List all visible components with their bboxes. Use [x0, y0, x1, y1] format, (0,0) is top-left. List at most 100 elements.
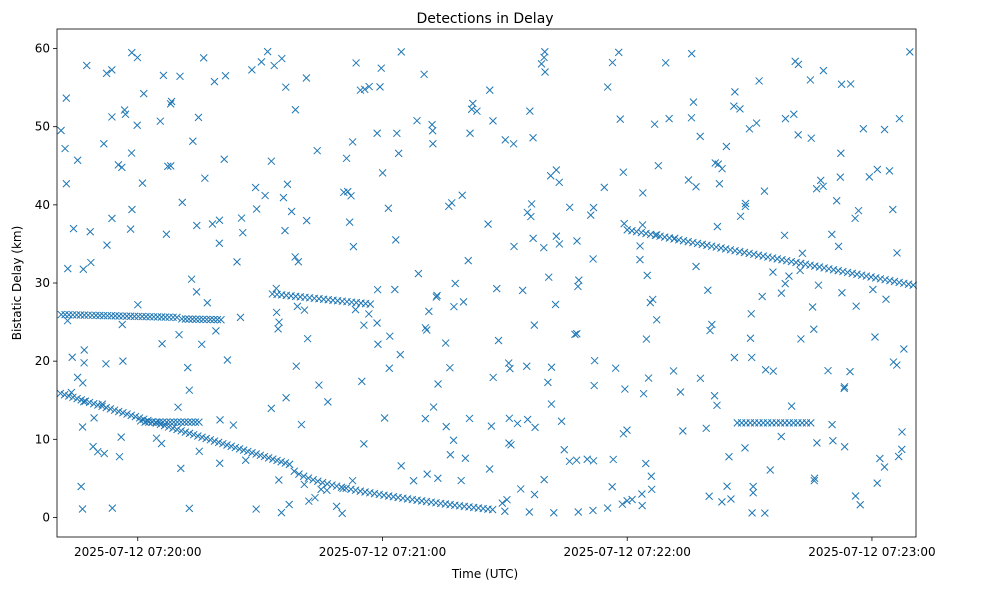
- scatter-point: [184, 418, 193, 426]
- scatter-point: [352, 59, 360, 67]
- scatter-point: [63, 316, 72, 325]
- scatter-point: [177, 315, 186, 323]
- scatter-point: [252, 450, 261, 458]
- scatter-point: [136, 417, 145, 425]
- scatter-point: [215, 216, 224, 225]
- scatter-point: [619, 429, 628, 438]
- scatter-point: [291, 105, 300, 114]
- scatter-point: [227, 442, 236, 451]
- scatter-point: [195, 315, 204, 324]
- scatter-point: [356, 487, 365, 495]
- scatter-point: [876, 274, 885, 283]
- scatter-point: [108, 214, 116, 223]
- y-tick-label: 30: [35, 276, 50, 290]
- scatter-point: [73, 394, 81, 403]
- scatter-point: [61, 310, 69, 319]
- scatter-point: [638, 189, 647, 197]
- scatter-point: [72, 311, 81, 319]
- scatter-point: [313, 477, 322, 486]
- scatter-point: [185, 429, 194, 438]
- y-tick-label: 20: [35, 354, 50, 368]
- scatter-point: [396, 350, 405, 359]
- scatter-point: [621, 385, 629, 393]
- scatter-point: [152, 434, 161, 443]
- scatter-point: [377, 64, 386, 73]
- scatter-point: [283, 180, 292, 189]
- scatter-point: [611, 364, 620, 373]
- scatter-point: [638, 221, 647, 229]
- scatter-point: [608, 58, 617, 67]
- scatter-point: [894, 452, 903, 461]
- scatter-point: [77, 482, 86, 491]
- scatter-point: [646, 298, 655, 307]
- scatter-point: [281, 226, 289, 235]
- scatter-point: [220, 155, 229, 164]
- scatter-point: [458, 191, 467, 200]
- scatter-point: [652, 231, 661, 239]
- scatter-point: [79, 265, 88, 274]
- scatter-point: [869, 285, 877, 294]
- scatter-point: [185, 504, 194, 513]
- scatter-point: [267, 404, 276, 413]
- scatter-point: [413, 116, 421, 125]
- scatter-point: [565, 203, 574, 212]
- scatter-point: [420, 70, 428, 79]
- scatter-point: [167, 97, 176, 106]
- scatter-point: [710, 391, 719, 400]
- scatter-point: [285, 500, 294, 509]
- y-axis: 0 10 20 30 40 50 60: [35, 42, 57, 524]
- scatter-point: [169, 313, 177, 322]
- scatter-point: [248, 448, 256, 457]
- scatter-point: [203, 298, 212, 307]
- scatter-point: [166, 418, 175, 426]
- scatter-point: [138, 312, 147, 321]
- scatter-point: [189, 430, 198, 439]
- scatter-point: [754, 251, 763, 260]
- scatter-point: [473, 107, 481, 116]
- scatter-point: [442, 422, 451, 431]
- scatter-point: [741, 199, 750, 208]
- scatter-point: [730, 102, 738, 111]
- scatter-point: [180, 418, 189, 426]
- scatter-point: [287, 207, 296, 216]
- scatter-point: [385, 332, 394, 341]
- scatter-point: [526, 107, 534, 116]
- scatter-point: [692, 262, 700, 271]
- scatter-point: [846, 80, 855, 88]
- scatter-point: [342, 154, 351, 163]
- scatter-point: [824, 366, 832, 375]
- scatter-point: [79, 397, 88, 406]
- scatter-point: [736, 105, 744, 113]
- scatter-point: [291, 253, 300, 261]
- scatter-point: [529, 234, 538, 243]
- scatter-point: [504, 359, 513, 367]
- scatter-point: [121, 110, 130, 119]
- scatter-point: [275, 318, 283, 327]
- scatter-point: [703, 286, 712, 295]
- scatter-point: [669, 367, 678, 375]
- scatter-point: [651, 231, 660, 240]
- scatter-point: [62, 94, 71, 102]
- scatter-point: [638, 490, 646, 498]
- scatter-point: [718, 164, 726, 173]
- scatter-point: [609, 455, 618, 464]
- scatter-point: [390, 285, 399, 294]
- scatter-point: [723, 482, 731, 491]
- scatter-point: [544, 273, 553, 282]
- scatter-point: [798, 249, 807, 258]
- scatter-point: [290, 467, 299, 476]
- scatter-point: [409, 476, 418, 485]
- chart-title: Detections in Delay: [416, 11, 553, 27]
- scatter-point: [73, 156, 82, 165]
- scatter-point: [839, 267, 847, 276]
- scatter-point: [103, 311, 112, 320]
- x-tick-label: 2025-07-12 07:23:00: [808, 545, 935, 559]
- scatter-point: [295, 470, 303, 478]
- scatter-point: [541, 68, 549, 76]
- scatter-point: [81, 397, 90, 406]
- scatter-point: [141, 418, 149, 426]
- scatter-point: [127, 149, 136, 157]
- scatter-point: [285, 460, 294, 469]
- scatter-point: [525, 508, 534, 516]
- scatter-point: [339, 484, 347, 493]
